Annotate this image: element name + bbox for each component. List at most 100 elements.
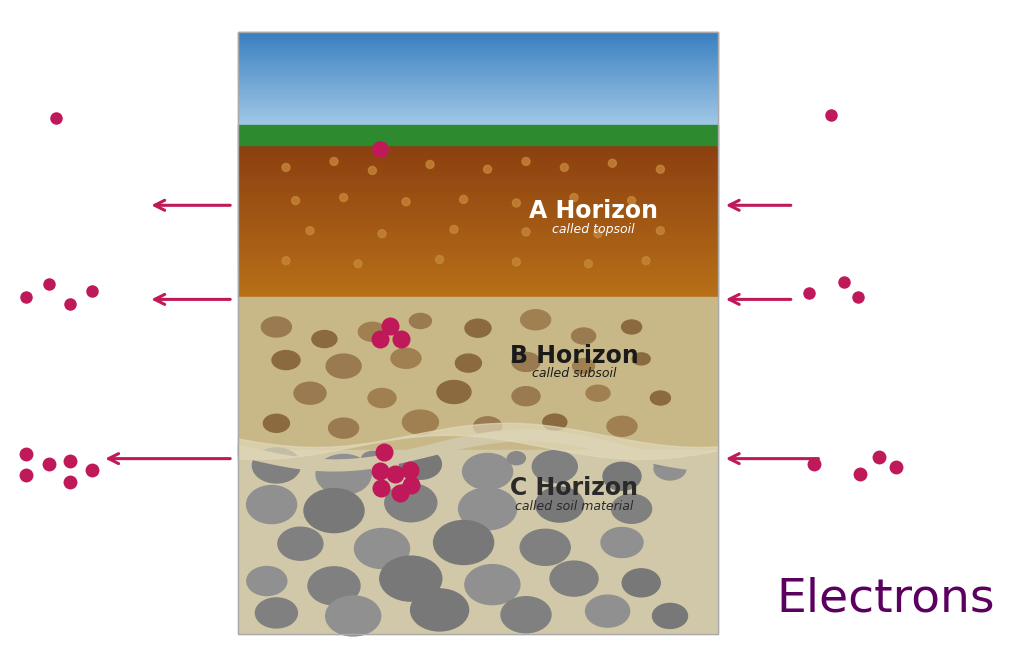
Ellipse shape bbox=[399, 449, 441, 479]
Ellipse shape bbox=[426, 161, 434, 168]
Ellipse shape bbox=[572, 359, 595, 374]
Bar bbox=[238, 120, 718, 122]
Bar bbox=[238, 168, 718, 172]
Ellipse shape bbox=[586, 595, 630, 627]
Bar bbox=[238, 41, 718, 43]
Text: B Horizon: B Horizon bbox=[510, 344, 638, 368]
Bar bbox=[238, 282, 718, 286]
Ellipse shape bbox=[435, 255, 443, 264]
Bar bbox=[238, 115, 718, 117]
Ellipse shape bbox=[326, 596, 381, 636]
Bar bbox=[238, 43, 718, 45]
Bar bbox=[238, 259, 718, 263]
Bar bbox=[238, 47, 718, 49]
Ellipse shape bbox=[570, 193, 578, 201]
Bar bbox=[238, 102, 718, 104]
Text: called topsoil: called topsoil bbox=[552, 223, 635, 236]
Ellipse shape bbox=[391, 348, 421, 368]
Ellipse shape bbox=[508, 451, 525, 465]
Ellipse shape bbox=[306, 226, 314, 235]
Bar bbox=[238, 66, 718, 68]
Ellipse shape bbox=[247, 486, 297, 524]
Bar bbox=[238, 213, 718, 217]
Ellipse shape bbox=[385, 484, 437, 522]
Text: C Horizon: C Horizon bbox=[510, 476, 638, 500]
Ellipse shape bbox=[282, 163, 290, 172]
Bar bbox=[238, 104, 718, 105]
Bar bbox=[238, 274, 718, 278]
Bar bbox=[238, 94, 718, 96]
Bar bbox=[238, 118, 718, 120]
Text: A Horizon: A Horizon bbox=[528, 199, 657, 224]
Bar bbox=[238, 263, 718, 266]
Bar bbox=[238, 290, 718, 293]
Ellipse shape bbox=[308, 567, 360, 605]
Ellipse shape bbox=[411, 589, 469, 631]
Ellipse shape bbox=[378, 230, 386, 238]
Bar bbox=[238, 130, 718, 132]
Ellipse shape bbox=[652, 603, 687, 628]
Bar bbox=[238, 153, 718, 157]
Bar bbox=[238, 38, 718, 39]
Bar bbox=[238, 228, 718, 232]
Ellipse shape bbox=[656, 226, 665, 235]
Ellipse shape bbox=[402, 198, 410, 206]
Ellipse shape bbox=[263, 415, 290, 432]
Ellipse shape bbox=[255, 598, 297, 628]
Bar bbox=[238, 210, 718, 213]
Bar bbox=[238, 36, 718, 38]
Ellipse shape bbox=[607, 417, 637, 436]
Ellipse shape bbox=[329, 418, 358, 438]
Bar bbox=[238, 183, 718, 187]
Ellipse shape bbox=[483, 165, 492, 173]
Ellipse shape bbox=[369, 166, 377, 174]
Bar bbox=[238, 145, 718, 149]
Bar bbox=[238, 176, 718, 180]
Ellipse shape bbox=[520, 310, 551, 330]
Ellipse shape bbox=[522, 157, 530, 165]
Ellipse shape bbox=[512, 353, 540, 371]
Bar bbox=[238, 125, 718, 145]
Ellipse shape bbox=[611, 494, 651, 523]
Bar bbox=[238, 122, 718, 124]
Bar bbox=[238, 221, 718, 225]
Ellipse shape bbox=[550, 561, 598, 596]
Bar bbox=[238, 98, 718, 100]
Bar bbox=[238, 206, 718, 210]
Bar bbox=[238, 161, 718, 164]
Ellipse shape bbox=[594, 230, 602, 238]
Ellipse shape bbox=[520, 529, 570, 565]
Text: called subsoil: called subsoil bbox=[531, 367, 616, 380]
Bar bbox=[238, 90, 718, 92]
Bar bbox=[238, 126, 718, 128]
Bar bbox=[238, 195, 718, 198]
Ellipse shape bbox=[380, 556, 441, 601]
Bar bbox=[238, 187, 718, 191]
Ellipse shape bbox=[650, 391, 671, 405]
Bar bbox=[238, 255, 718, 259]
Text: Electrons: Electrons bbox=[776, 576, 995, 621]
Ellipse shape bbox=[622, 320, 642, 334]
Bar bbox=[238, 59, 718, 61]
Ellipse shape bbox=[522, 228, 530, 236]
Ellipse shape bbox=[460, 195, 468, 203]
Bar bbox=[238, 32, 718, 34]
Text: called soil material: called soil material bbox=[515, 500, 633, 513]
Ellipse shape bbox=[536, 487, 584, 522]
Bar bbox=[238, 64, 718, 66]
Bar bbox=[238, 70, 718, 72]
Bar bbox=[238, 62, 718, 64]
Bar bbox=[238, 79, 718, 81]
Bar bbox=[238, 232, 718, 236]
Bar bbox=[238, 57, 718, 59]
Bar bbox=[238, 217, 718, 221]
Bar bbox=[238, 124, 718, 126]
Bar bbox=[238, 77, 718, 79]
Ellipse shape bbox=[632, 353, 650, 365]
Bar bbox=[238, 141, 718, 143]
Ellipse shape bbox=[358, 322, 386, 342]
Ellipse shape bbox=[456, 354, 481, 372]
Ellipse shape bbox=[368, 388, 396, 407]
Ellipse shape bbox=[465, 319, 490, 337]
Ellipse shape bbox=[652, 455, 669, 467]
